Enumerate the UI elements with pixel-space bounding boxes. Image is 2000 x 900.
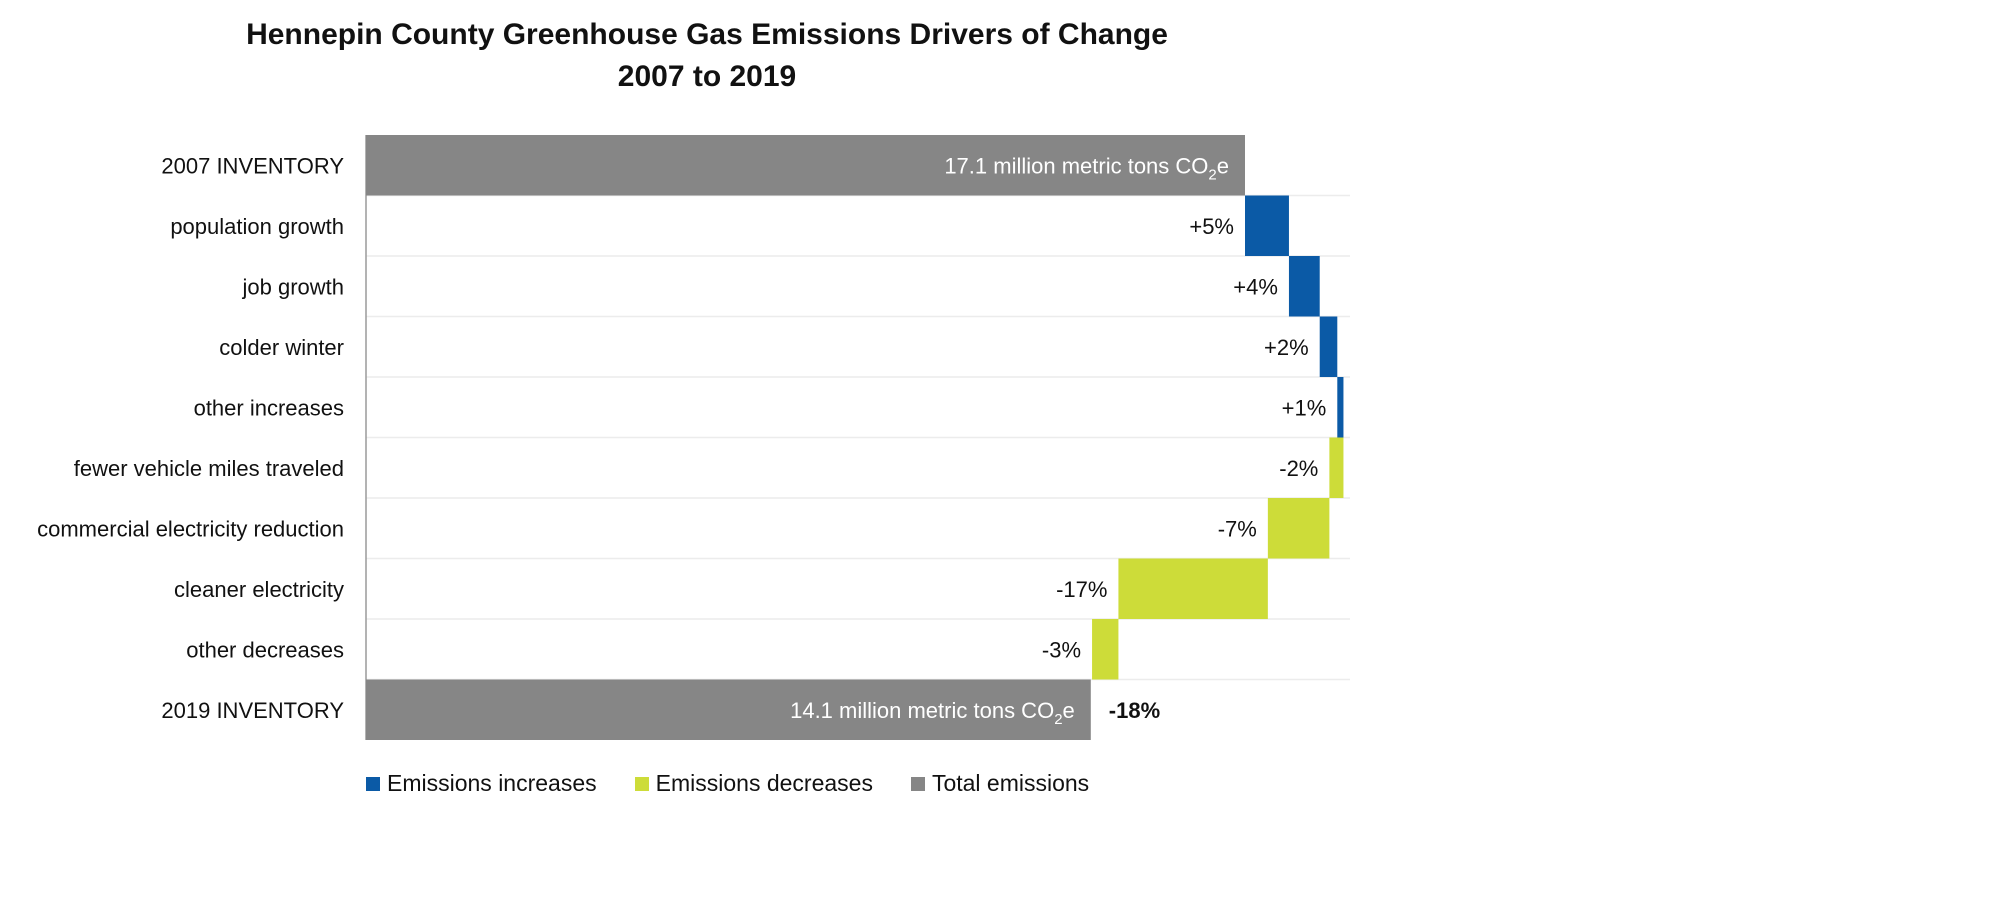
chart-title: Hennepin County Greenhouse Gas Emissions… bbox=[150, 14, 1264, 98]
chart-legend: Emissions increases Emissions decreases … bbox=[366, 770, 1089, 797]
category-label: population growth bbox=[170, 214, 344, 239]
value-label: +2% bbox=[1264, 335, 1309, 360]
legend-swatch-increases bbox=[366, 776, 380, 791]
net-change-label: -18% bbox=[1109, 698, 1160, 723]
category-label: cleaner electricity bbox=[174, 577, 344, 602]
legend-label-total: Total emissions bbox=[931, 770, 1090, 796]
category-label: colder winter bbox=[219, 335, 344, 360]
category-label: 2007 INVENTORY bbox=[161, 153, 344, 178]
total-bar bbox=[366, 679, 1091, 740]
legend-swatch-decreases bbox=[634, 776, 649, 791]
increase-bar bbox=[1288, 256, 1320, 317]
value-label: -3% bbox=[1042, 637, 1081, 662]
category-label: other increases bbox=[194, 395, 344, 420]
category-label: other decreases bbox=[186, 637, 344, 662]
decrease-bar bbox=[1329, 437, 1344, 498]
decrease-bar bbox=[1267, 498, 1330, 559]
chart-title-line: Hennepin County Greenhouse Gas Emissions… bbox=[246, 18, 1168, 51]
legend-swatch-total bbox=[910, 776, 925, 791]
total-bar bbox=[366, 135, 1245, 196]
legend-item-total: Total emissions bbox=[910, 770, 1090, 797]
chart-subtitle: 2007 to 2019 bbox=[617, 60, 797, 93]
value-label: +4% bbox=[1233, 274, 1278, 299]
category-label: commercial electricity reduction bbox=[37, 516, 344, 541]
category-label: fewer vehicle miles traveled bbox=[74, 456, 344, 481]
increase-bar bbox=[1319, 316, 1338, 377]
value-label: +1% bbox=[1282, 395, 1327, 420]
legend-label-increases: Emissions increases bbox=[387, 770, 597, 796]
value-label: -7% bbox=[1218, 516, 1257, 541]
total-bar-label: 14.1 million metric tons CO2e bbox=[790, 698, 1075, 728]
total-bar-label: 17.1 million metric tons CO2e bbox=[944, 153, 1229, 183]
increase-bar bbox=[1245, 195, 1289, 256]
legend-label-decreases: Emissions decreases bbox=[655, 770, 873, 796]
increase-bar bbox=[1337, 377, 1344, 438]
legend-item-decreases: Emissions decreases bbox=[634, 770, 873, 797]
decrease-bar bbox=[1118, 558, 1268, 619]
legend-item-increases: Emissions increases bbox=[366, 770, 597, 797]
category-label: job growth bbox=[241, 274, 344, 299]
value-label: +5% bbox=[1189, 214, 1234, 239]
value-label: -17% bbox=[1056, 577, 1107, 602]
category-label: 2019 INVENTORY bbox=[161, 698, 344, 723]
value-label: -2% bbox=[1279, 456, 1318, 481]
decrease-bar bbox=[1092, 619, 1119, 680]
